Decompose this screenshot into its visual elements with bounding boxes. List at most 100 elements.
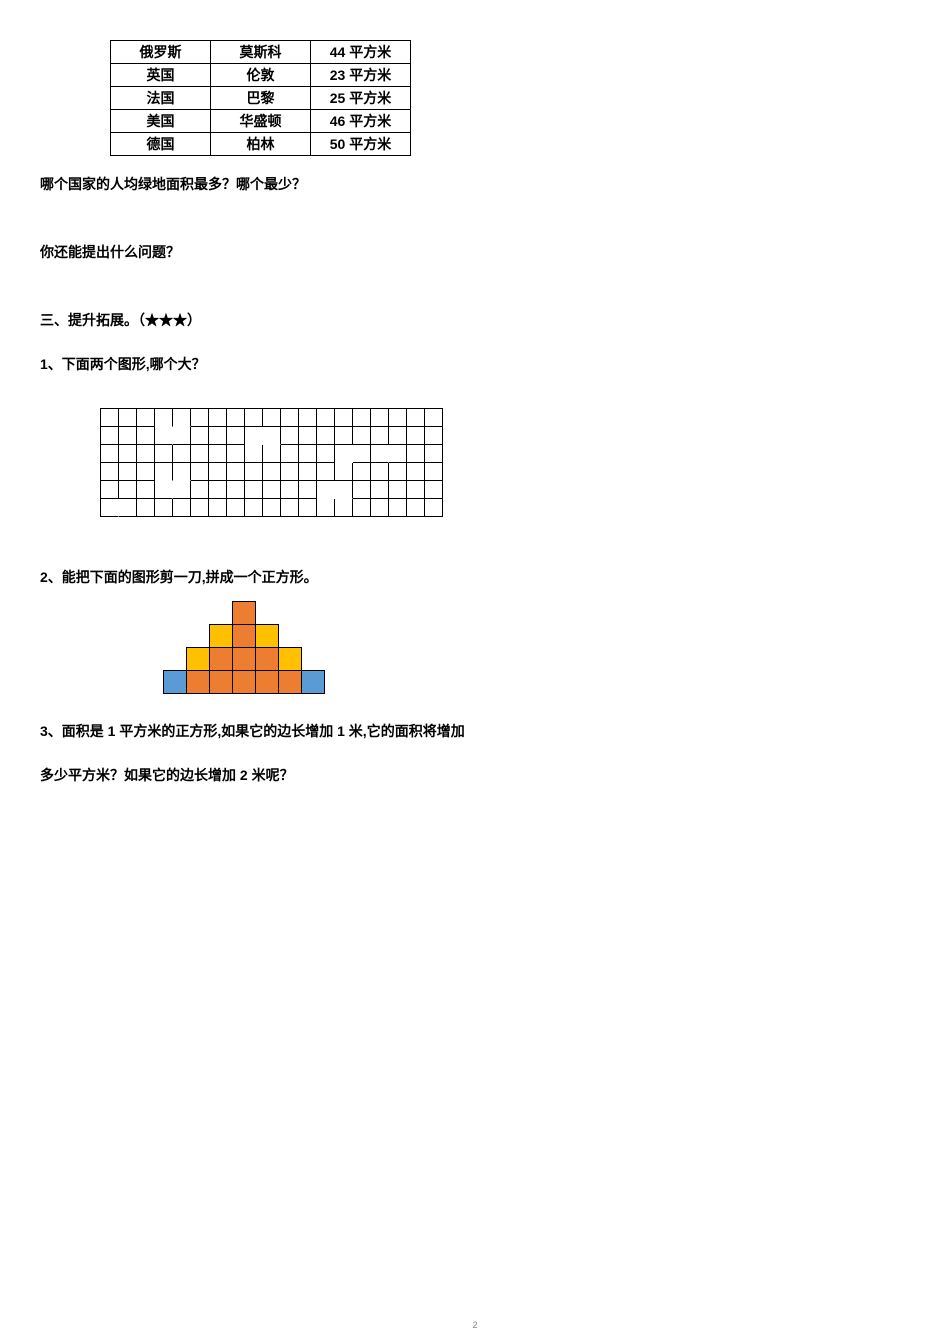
grid-cell bbox=[209, 409, 227, 427]
grid-cell bbox=[209, 499, 227, 517]
grid-cell bbox=[335, 499, 353, 517]
table-cell: 莫斯科 bbox=[211, 41, 311, 64]
grid-cell bbox=[101, 463, 119, 481]
grid-cell bbox=[335, 409, 353, 427]
grid-cell bbox=[245, 463, 263, 481]
grid-cell bbox=[281, 427, 299, 445]
grid-cell bbox=[101, 445, 119, 463]
question-other: 你还能提出什么问题？ bbox=[40, 242, 910, 262]
grid-cell bbox=[353, 463, 371, 481]
grid-cell bbox=[317, 499, 335, 517]
grid-cell bbox=[371, 409, 389, 427]
grid-cell bbox=[173, 427, 191, 445]
grid-row bbox=[101, 427, 443, 445]
grid-cell bbox=[263, 463, 281, 481]
grid-cell bbox=[281, 463, 299, 481]
pyramid-row bbox=[160, 670, 328, 693]
grid-cell bbox=[317, 481, 335, 499]
grid-cell bbox=[245, 481, 263, 499]
pyramid-cell bbox=[278, 670, 302, 694]
grid-cell bbox=[191, 409, 209, 427]
grid-cell bbox=[191, 445, 209, 463]
grid-cell bbox=[371, 445, 389, 463]
green-area-table: 俄罗斯莫斯科44 平方米英国伦敦23 平方米法国巴黎25 平方米美国华盛顿46 … bbox=[110, 40, 411, 156]
grid-cell bbox=[299, 445, 317, 463]
table-row: 俄罗斯莫斯科44 平方米 bbox=[111, 41, 411, 64]
grid-cell bbox=[245, 409, 263, 427]
grid-cell bbox=[335, 463, 353, 481]
grid-cell bbox=[227, 427, 245, 445]
grid-cell bbox=[317, 427, 335, 445]
pyramid-row bbox=[160, 647, 328, 670]
grid-cell bbox=[263, 427, 281, 445]
grid-cell bbox=[335, 481, 353, 499]
grid-cell bbox=[371, 499, 389, 517]
table-cell: 美国 bbox=[111, 110, 211, 133]
grid-cell bbox=[353, 409, 371, 427]
question-most-least: 哪个国家的人均绿地面积最多？哪个最少？ bbox=[40, 174, 910, 194]
grid-row bbox=[101, 499, 443, 517]
grid-cell bbox=[155, 445, 173, 463]
page-number: 2 bbox=[472, 1320, 477, 1330]
grid-cell bbox=[101, 481, 119, 499]
grid-cell bbox=[173, 445, 191, 463]
table-cell: 23 平方米 bbox=[311, 64, 411, 87]
pyramid-cell bbox=[186, 647, 210, 671]
table-row: 法国巴黎25 平方米 bbox=[111, 87, 411, 110]
grid-cell bbox=[425, 427, 443, 445]
grid-cell bbox=[119, 499, 137, 517]
grid-cell bbox=[407, 427, 425, 445]
grid-cell bbox=[245, 427, 263, 445]
grid-cell bbox=[281, 499, 299, 517]
pyramid-row bbox=[160, 601, 328, 624]
pyramid-cell bbox=[186, 670, 210, 694]
grid-cell bbox=[425, 445, 443, 463]
grid-row bbox=[101, 409, 443, 427]
grid-cell bbox=[389, 409, 407, 427]
grid-cell bbox=[389, 445, 407, 463]
grid-row bbox=[101, 481, 443, 499]
table-cell: 50 平方米 bbox=[311, 133, 411, 156]
grid-cell bbox=[119, 463, 137, 481]
table-cell: 44 平方米 bbox=[311, 41, 411, 64]
grid-cell bbox=[119, 445, 137, 463]
table-row: 英国伦敦23 平方米 bbox=[111, 64, 411, 87]
grid-cell bbox=[317, 409, 335, 427]
pyramid-cell bbox=[255, 670, 279, 694]
grid-cell bbox=[299, 499, 317, 517]
grid-cell bbox=[119, 427, 137, 445]
item-2: 2、能把下面的图形剪一刀,拼成一个正方形。 bbox=[40, 567, 910, 587]
grid-cell bbox=[137, 409, 155, 427]
table-cell: 华盛顿 bbox=[211, 110, 311, 133]
grid-cell bbox=[209, 445, 227, 463]
table-cell: 德国 bbox=[111, 133, 211, 156]
grid-cell bbox=[155, 499, 173, 517]
pyramid-cell bbox=[232, 670, 256, 694]
grid-cell bbox=[299, 481, 317, 499]
item-3-line2: 多少平方米？如果它的边长增加 2 米呢？ bbox=[40, 765, 910, 785]
pyramid-cell bbox=[301, 670, 325, 694]
table-cell: 46 平方米 bbox=[311, 110, 411, 133]
table-cell: 柏林 bbox=[211, 133, 311, 156]
pyramid-cell bbox=[232, 624, 256, 648]
grid-cell bbox=[209, 481, 227, 499]
grid-cell bbox=[227, 463, 245, 481]
grid-cell bbox=[155, 427, 173, 445]
grid-cell bbox=[101, 409, 119, 427]
grid-cell bbox=[317, 445, 335, 463]
grid-cell bbox=[299, 409, 317, 427]
pyramid-cell bbox=[232, 647, 256, 671]
table-row: 美国华盛顿46 平方米 bbox=[111, 110, 411, 133]
grid-cell bbox=[119, 409, 137, 427]
pyramid-cell bbox=[209, 670, 233, 694]
grid-cell bbox=[137, 481, 155, 499]
table-row: 德国柏林50 平方米 bbox=[111, 133, 411, 156]
grid-cell bbox=[425, 463, 443, 481]
pyramid-cell bbox=[209, 624, 233, 648]
grid-cell bbox=[191, 481, 209, 499]
grid-cell bbox=[281, 409, 299, 427]
pyramid-cell bbox=[232, 601, 256, 625]
grid-cell bbox=[407, 463, 425, 481]
grid-cell bbox=[263, 409, 281, 427]
grid-cell bbox=[425, 481, 443, 499]
